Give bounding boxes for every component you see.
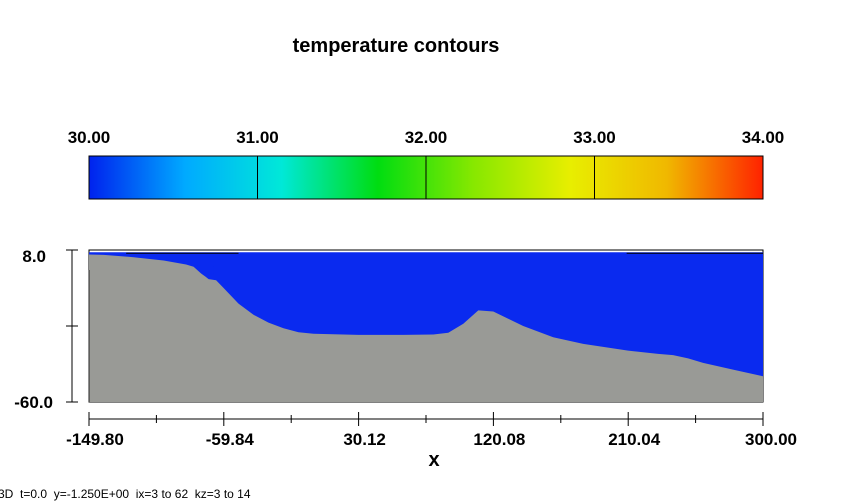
colorbar-tick-label: 34.00 bbox=[742, 128, 785, 147]
x-axis: -149.80 -59.84 30.12 120.08 210.04 300.00 x bbox=[66, 412, 797, 471]
colorbar-tick-label: 33.00 bbox=[573, 128, 616, 147]
status-footer: 3D t=0.0 y=-1.250E+00 ix=3 to 62 kz=3 to… bbox=[0, 487, 251, 501]
chart-title: temperature contours bbox=[293, 35, 500, 57]
colorbar-dividers bbox=[257, 156, 595, 199]
colorbar: 30.00 31.00 32.00 33.00 34.00 bbox=[68, 128, 785, 200]
plot-area bbox=[88, 249, 764, 403]
colorbar-tick-label: 32.00 bbox=[405, 128, 448, 147]
x-tick-label: 30.12 bbox=[343, 430, 386, 449]
x-tick-label: -59.84 bbox=[206, 430, 255, 449]
terrain-region bbox=[89, 254, 763, 402]
x-minor-ticks bbox=[155, 415, 697, 423]
colorbar-tick-label: 31.00 bbox=[236, 128, 279, 147]
terrain-step-feature bbox=[197, 265, 214, 274]
x-axis-label: x bbox=[428, 449, 439, 471]
colorbar-labels: 30.00 31.00 32.00 33.00 34.00 bbox=[68, 128, 785, 147]
colorbar-tick-label: 30.00 bbox=[68, 128, 111, 147]
y-tick-label-top: 8.0 bbox=[22, 247, 46, 266]
x-tick-label: 300.00 bbox=[745, 430, 797, 449]
x-tick-label: 210.04 bbox=[608, 430, 661, 449]
x-tick-label: 120.08 bbox=[473, 430, 525, 449]
x-tick-labels: -149.80 -59.84 30.12 120.08 210.04 300.00 bbox=[66, 430, 797, 449]
y-tick-label-bottom: -60.0 bbox=[14, 393, 53, 412]
x-tick-label: -149.80 bbox=[66, 430, 124, 449]
y-axis: 8.0 -60.0 bbox=[14, 247, 78, 412]
x-major-ticks bbox=[88, 412, 764, 426]
